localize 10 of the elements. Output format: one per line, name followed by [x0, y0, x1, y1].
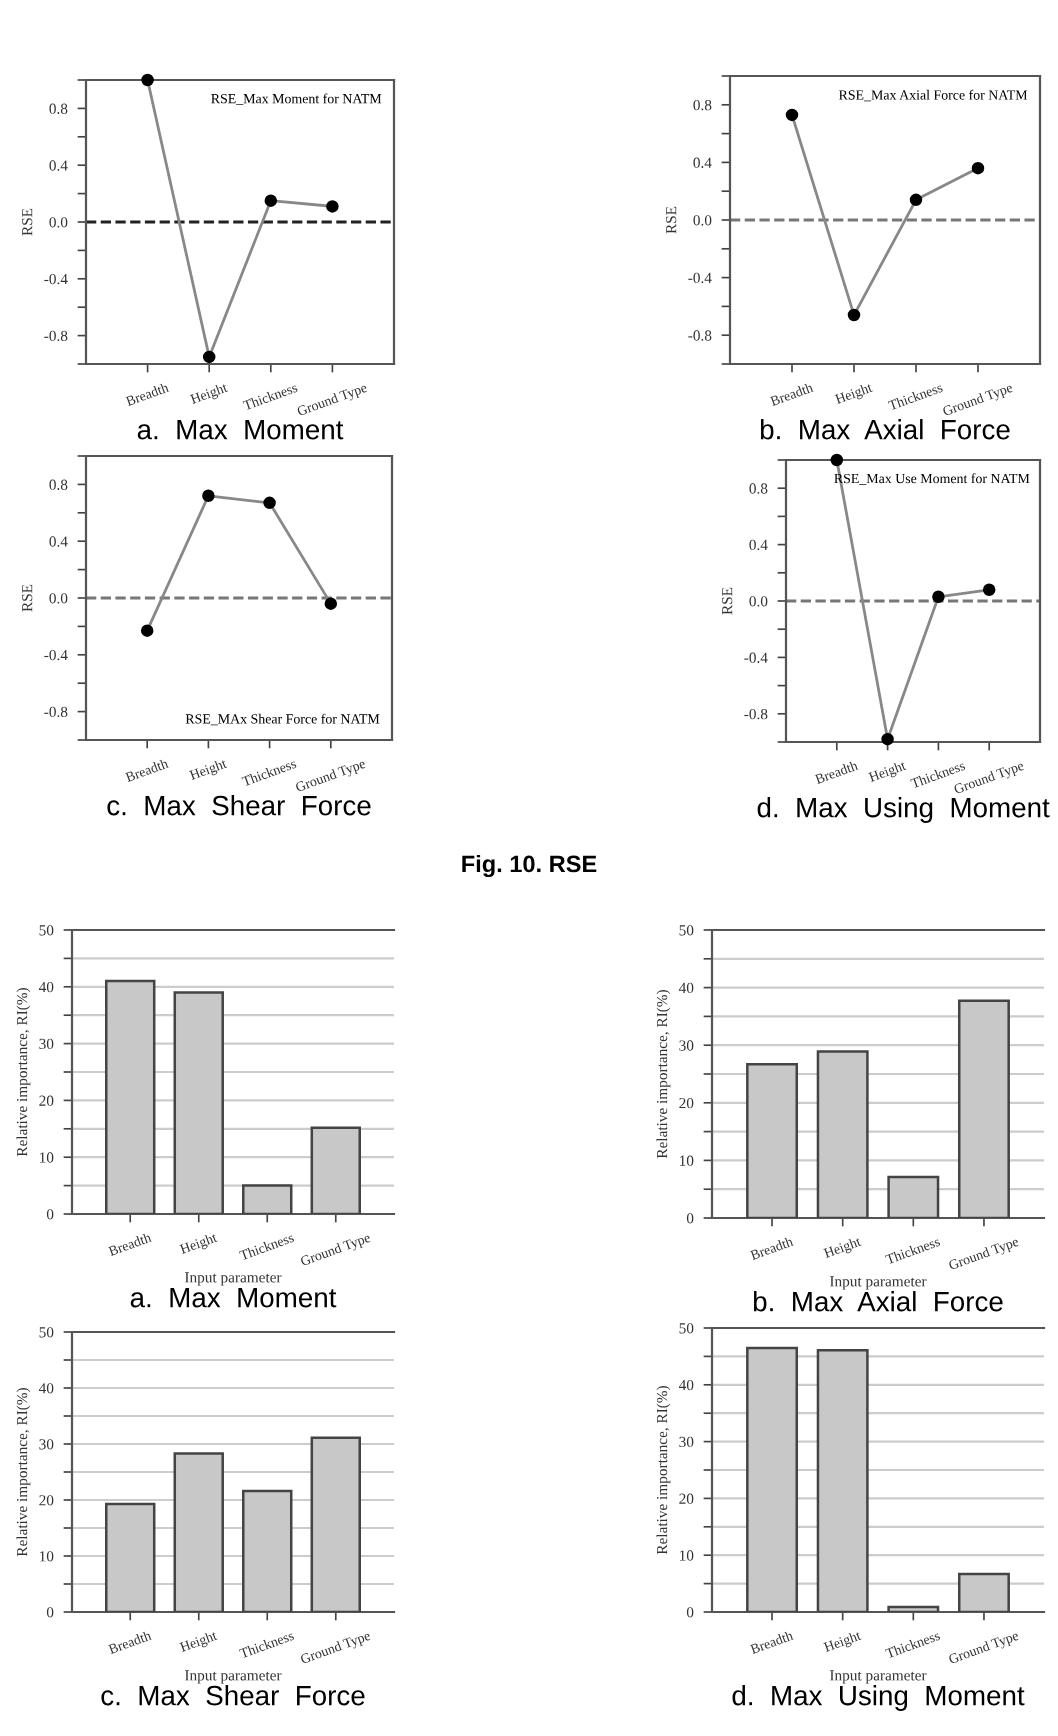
text: d. Max Using Moment [757, 797, 1050, 823]
text: b. Max Axial Force [753, 1291, 1003, 1312]
text: d. Max Using Moment [732, 1685, 1025, 1711]
text: a. Max Moment [137, 420, 344, 440]
text: b. Max Axial Force [760, 419, 1010, 440]
caption: Fig. 10. RSE [462, 854, 597, 878]
text: c. Max Shear Force [107, 795, 371, 816]
text: a. Max Moment [130, 1288, 337, 1308]
text: c. Max Shear Force [101, 1685, 365, 1706]
bar [887, 1605, 940, 1612]
